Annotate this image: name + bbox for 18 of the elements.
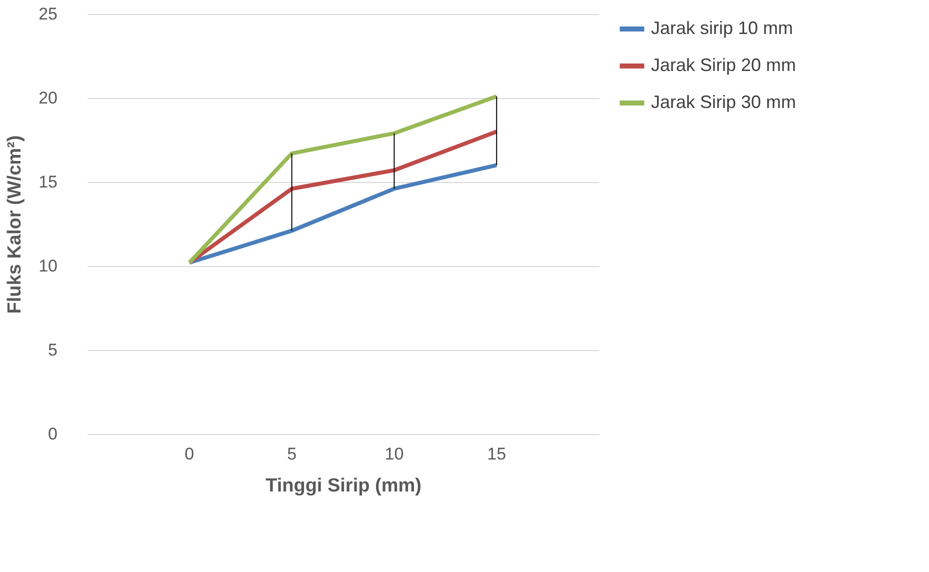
- y-tick-label: 5: [48, 340, 58, 360]
- y-tick-label: 25: [38, 4, 58, 24]
- line-series: [187, 94, 499, 265]
- x-tick-label: 10: [384, 444, 404, 464]
- y-tick-label: 10: [38, 256, 58, 276]
- y-axis-title: Fluks Kalor (W/cm²): [4, 135, 26, 314]
- line-series: [187, 130, 499, 265]
- legend-label: Jarak sirip 10 mm: [651, 18, 794, 38]
- line-series: [187, 163, 499, 265]
- legend-label: Jarak Sirip 30 mm: [651, 92, 796, 112]
- x-tick-label: 0: [184, 444, 194, 464]
- y-tick-label: 15: [38, 172, 58, 192]
- legend-label: Jarak Sirip 20 mm: [651, 55, 796, 75]
- y-tick-label: 0: [48, 424, 58, 444]
- x-axis-title: Tinggi Sirip (mm): [266, 476, 422, 496]
- x-tick-label: 15: [487, 444, 506, 464]
- x-tick-label: 5: [287, 444, 297, 464]
- y-tick-label: 20: [38, 88, 58, 108]
